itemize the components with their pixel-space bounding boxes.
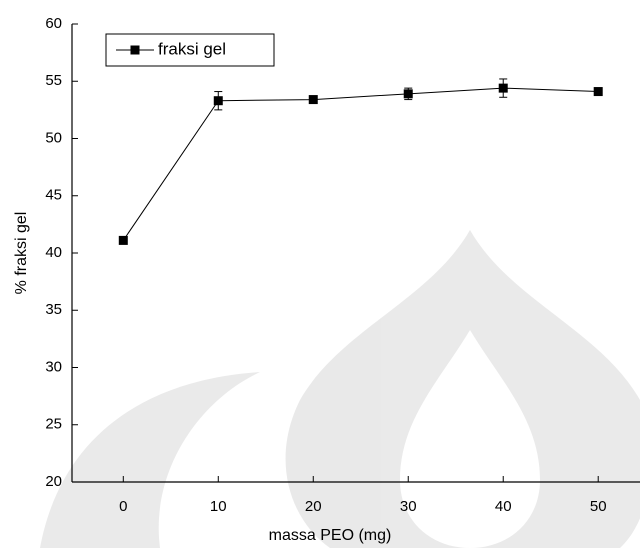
marker (593, 87, 603, 97)
y-tick-label: 60 (45, 15, 62, 32)
series-line (122, 87, 599, 241)
y-tick-label: 25 (45, 416, 62, 433)
watermark-inner (400, 330, 540, 548)
marker (308, 95, 318, 105)
x-tick-label: 10 (210, 498, 227, 515)
marker (213, 96, 223, 106)
watermark (40, 230, 640, 548)
legend-marker (130, 45, 140, 55)
marker (403, 89, 413, 99)
x-tick-label: 30 (400, 498, 417, 515)
y-tick-label: 55 (45, 72, 62, 89)
x-axis-label: massa PEO (mg) (269, 527, 392, 544)
y-tick-label: 30 (45, 358, 62, 375)
y-tick-label: 35 (45, 301, 62, 318)
x-tick-label: 20 (305, 498, 322, 515)
y-tick-label: 40 (45, 244, 62, 261)
x-tick-label: 50 (590, 498, 607, 515)
marker (118, 235, 128, 245)
y-tick-label: 50 (45, 129, 62, 146)
y-tick-label: 20 (45, 473, 62, 490)
y-tick-label: 45 (45, 187, 62, 204)
x-tick-label: 40 (495, 498, 512, 515)
marker (498, 83, 508, 93)
watermark-shape (40, 372, 260, 548)
x-tick-label: 0 (119, 498, 127, 515)
legend-label: fraksi gel (158, 39, 226, 58)
y-axis-label: % fraksi gel (13, 212, 30, 295)
